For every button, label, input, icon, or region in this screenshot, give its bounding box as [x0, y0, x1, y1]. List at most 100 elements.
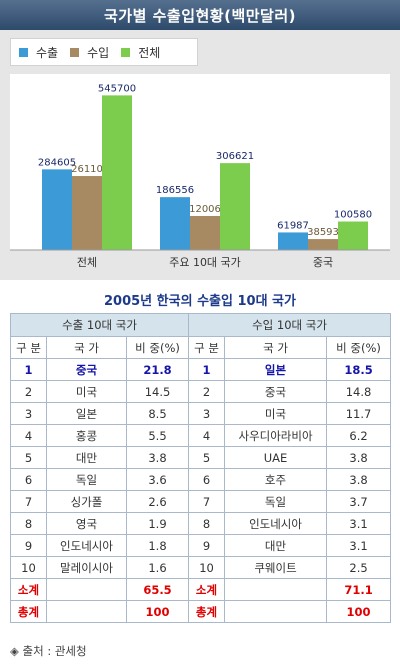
table-row: 10 말레이시아 1.6 10 쿠웨이트 2.5 [10, 556, 392, 579]
table-row: 5 대만 3.8 5 UAE 3.8 [10, 446, 392, 469]
table-row: 9 인도네시아 1.8 9 대만 3.1 [10, 534, 392, 557]
data-label: 12006 [189, 204, 221, 215]
chart-title-bar: 국가별 수출입현황(백만달러) [0, 0, 400, 30]
legend-swatch-import [70, 47, 80, 57]
bar [42, 169, 72, 250]
table-cell: 11.7 [326, 402, 392, 425]
table-cell: 18.5 [326, 358, 392, 381]
table-cell: 2.6 [125, 490, 190, 513]
table-cell: 7 [10, 490, 47, 513]
table-cell: 9 [10, 534, 47, 557]
table-cell: 대만 [224, 534, 328, 557]
table-cell: 3.6 [125, 468, 190, 491]
column-header: 비 중(%) [125, 336, 190, 359]
data-label: 61987 [277, 220, 309, 231]
table-cell: 독일 [224, 490, 328, 513]
table-cell: 1.8 [125, 534, 190, 557]
table-cell: 4 [188, 424, 226, 447]
table-cell [224, 600, 328, 623]
table-row: 2 미국 14.5 2 중국 14.8 [10, 380, 392, 403]
legend-item-import: 수입 [70, 44, 109, 61]
table-cell: 9 [188, 534, 226, 557]
table-row: 7 싱가폴 2.6 7 독일 3.7 [10, 490, 392, 513]
table-cell: 중국 [46, 358, 127, 381]
subtotal-import: 71.1 [326, 578, 392, 601]
column-header: 국 가 [46, 336, 127, 359]
bar [160, 197, 190, 250]
bar [338, 221, 368, 250]
table-cell: 3.8 [326, 446, 392, 469]
table-cell: 1.9 [125, 512, 190, 535]
trade-top10-table: 수출 10대 국가 수입 10대 국가 구 분 국 가 비 중(%) 구 분 국… [9, 313, 392, 623]
column-header: 비 중(%) [326, 336, 392, 359]
table-cell: 3.8 [326, 468, 392, 491]
table-row: 4 홍콩 5.5 4 사우디아라비아 6.2 [10, 424, 392, 447]
table-cell [224, 578, 328, 601]
table-cell: 3 [188, 402, 226, 425]
x-tick-label: 전체 [77, 256, 97, 269]
legend-label-export: 수출 [36, 45, 59, 60]
bar [278, 232, 308, 250]
table-cell: 5 [188, 446, 226, 469]
table-cell: UAE [224, 446, 328, 469]
table-cell: 5 [10, 446, 47, 469]
legend-item-export: 수출 [19, 44, 58, 61]
data-label: 186556 [156, 185, 194, 196]
table-cell: 6.2 [326, 424, 392, 447]
source-note: ◈ 출처 : 관세청 [10, 644, 87, 658]
table-cell: 대만 [46, 446, 127, 469]
table-cell: 10 [188, 556, 226, 579]
total-import: 100 [326, 600, 392, 623]
data-label: 100580 [334, 210, 372, 221]
table-row: 1 중국 21.8 1 일본 18.5 [10, 358, 392, 381]
bar [102, 95, 132, 250]
table-cell: 6 [188, 468, 226, 491]
table-cell: 쿠웨이트 [224, 556, 328, 579]
table-cell: 일본 [46, 402, 127, 425]
subtotal-label: 소계 [188, 578, 226, 601]
table-cell: 3.1 [326, 534, 392, 557]
table-cell: 사우디아라비아 [224, 424, 328, 447]
table-cell: 2 [188, 380, 226, 403]
table-cell: 14.5 [125, 380, 190, 403]
table-cell: 1.6 [125, 556, 190, 579]
total-row: 총계 100 총계 100 [10, 600, 392, 623]
total-label: 총계 [10, 600, 47, 623]
table-cell: 싱가폴 [46, 490, 127, 513]
total-label: 총계 [188, 600, 226, 623]
table-cell: 미국 [46, 380, 127, 403]
table-cell: 인도네시아 [46, 534, 127, 557]
table-cell: 2 [10, 380, 47, 403]
table-cell [46, 578, 127, 601]
table-row: 3 일본 8.5 3 미국 11.7 [10, 402, 392, 425]
table-cell [46, 600, 127, 623]
table-cell: 호주 [224, 468, 328, 491]
bar [190, 215, 220, 250]
table-cell: 1 [188, 358, 226, 381]
chart-legend: 수출 수입 전체 [10, 38, 198, 66]
table-cell: 홍콩 [46, 424, 127, 447]
table-cell: 3.1 [326, 512, 392, 535]
subtotal-row: 소계 65.5 소계 71.1 [10, 578, 392, 601]
table-cell: 일본 [224, 358, 328, 381]
legend-swatch-total [121, 47, 131, 57]
table-cell: 21.8 [125, 358, 190, 381]
table-cell: 6 [10, 468, 47, 491]
data-label: 306621 [216, 151, 254, 162]
legend-item-total: 전체 [121, 44, 160, 61]
table-cell: 3.7 [326, 490, 392, 513]
legend-label-import: 수입 [87, 45, 110, 60]
column-header: 국 가 [224, 336, 328, 359]
table-cell: 1 [10, 358, 47, 381]
table-cell: 2.5 [326, 556, 392, 579]
table-cell: 8 [10, 512, 47, 535]
table-cell: 10 [10, 556, 47, 579]
table-cell: 중국 [224, 380, 328, 403]
table-cell: 미국 [224, 402, 328, 425]
table-cell: 인도네시아 [224, 512, 328, 535]
table-cell: 7 [188, 490, 226, 513]
table-cell: 말레이시아 [46, 556, 127, 579]
table-cell: 5.5 [125, 424, 190, 447]
table-row: 8 영국 1.9 8 인도네시아 3.1 [10, 512, 392, 535]
